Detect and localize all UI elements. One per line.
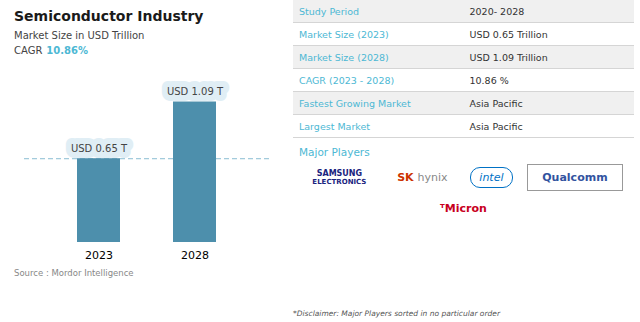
html-text:Market Size in USD Trillion: Market Size in USD Trillion	[14, 30, 145, 41]
html-text:ELECTRONICS: ELECTRONICS	[312, 178, 367, 186]
html-text:Market Size (2028): Market Size (2028)	[299, 51, 389, 63]
html-text:CAGR (2023 - 2028): CAGR (2023 - 2028)	[299, 74, 395, 86]
html-text:SK hynix: SK hynix	[397, 171, 448, 184]
svg-text:USD 1.09 T: USD 1.09 T	[167, 86, 224, 97]
html-text:Asia Pacific: Asia Pacific	[469, 97, 523, 109]
html-text:Asia Pacific: Asia Pacific	[469, 120, 523, 132]
html-text:USD 1.09 Trillion: USD 1.09 Trillion	[469, 51, 548, 63]
html-text:Qualcomm: Qualcomm	[542, 171, 608, 184]
html-text:SAMSUNG: SAMSUNG	[316, 169, 363, 178]
html-text:Source : Mordor Intelligence: Source : Mordor Intelligence	[14, 268, 134, 278]
html-text:Major Players: Major Players	[299, 146, 370, 158]
html-text:CAGR 10.86%: CAGR 10.86%	[14, 45, 88, 56]
html-text:10.86 %: 10.86 %	[469, 74, 509, 86]
svg-text:2023: 2023	[85, 249, 113, 262]
svg-text:2028: 2028	[181, 249, 209, 262]
html-text:intel: intel	[479, 171, 504, 184]
html-text:Market Size (2023): Market Size (2023)	[299, 28, 389, 40]
html-text:Fastest Growing Market: Fastest Growing Market	[299, 97, 411, 109]
html-text:2020- 2028: 2020- 2028	[469, 5, 525, 17]
html-text:ᵀMicron: ᵀMicron	[440, 202, 487, 215]
svg-text:USD 0.65 T: USD 0.65 T	[71, 143, 128, 154]
html-text:USD 0.65 Trillion: USD 0.65 Trillion	[469, 28, 548, 40]
html-text:Largest Market: Largest Market	[299, 120, 371, 132]
html-text:Semiconductor Industry: Semiconductor Industry	[14, 8, 204, 24]
html-text:Study Period: Study Period	[299, 5, 360, 17]
html-text:*Disclaimer: Major Players sor: *Disclaimer: Major Players sorted in no …	[293, 309, 500, 318]
